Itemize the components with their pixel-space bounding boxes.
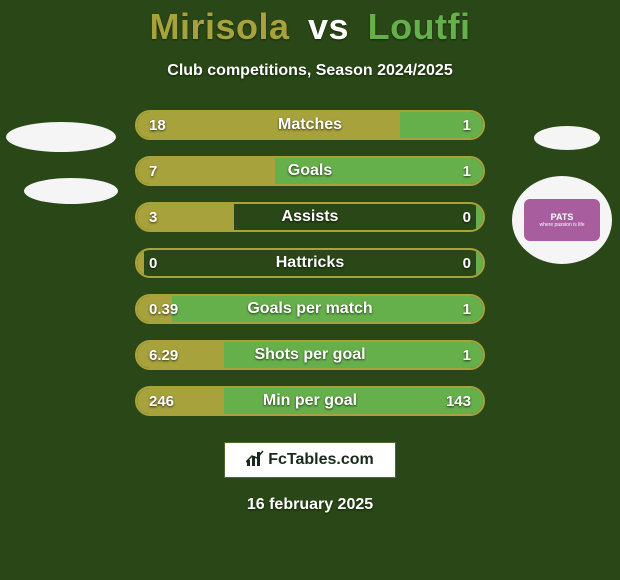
player1-name: Mirisola [149, 6, 289, 47]
stat-row: 30Assists [135, 202, 485, 232]
footer-date: 16 february 2025 [0, 496, 620, 514]
stat-label: Shots per goal [137, 346, 483, 364]
team-right-logo-1 [534, 126, 600, 150]
stat-row: 0.391Goals per match [135, 294, 485, 324]
stat-label: Matches [137, 116, 483, 134]
stat-row: 00Hattricks [135, 248, 485, 278]
subtitle: Club competitions, Season 2024/2025 [0, 62, 620, 80]
team-left-logo-2 [24, 178, 118, 204]
team-left-logo-1 [6, 122, 116, 152]
site-logo-box: FcTables.com [224, 442, 396, 478]
stat-row: 6.291Shots per goal [135, 340, 485, 370]
player2-name: Loutfi [368, 6, 471, 47]
stat-row: 246143Min per goal [135, 386, 485, 416]
chart-icon [246, 450, 264, 471]
stat-label: Hattricks [137, 254, 483, 272]
stat-row: 181Matches [135, 110, 485, 140]
team-right-badge-bottom: where passion is life [539, 222, 584, 228]
stat-label: Assists [137, 208, 483, 226]
team-right-badge: PATS where passion is life [524, 199, 600, 241]
vs-separator: vs [308, 6, 349, 47]
page-title: Mirisola vs Loutfi [0, 6, 620, 48]
team-right-badge-top: PATS [551, 212, 574, 222]
stat-label: Min per goal [137, 392, 483, 410]
site-name: FcTables.com [268, 451, 374, 469]
team-right-logo-2: PATS where passion is life [512, 176, 612, 264]
stat-row: 71Goals [135, 156, 485, 186]
stats-bars: 181Matches 71Goals 30Assists 00Hattricks 0.3… [135, 110, 485, 416]
comparison-card: Mirisola vs Loutfi Club competitions, Se… [0, 0, 620, 580]
stat-label: Goals per match [137, 300, 483, 318]
stat-label: Goals [137, 162, 483, 180]
